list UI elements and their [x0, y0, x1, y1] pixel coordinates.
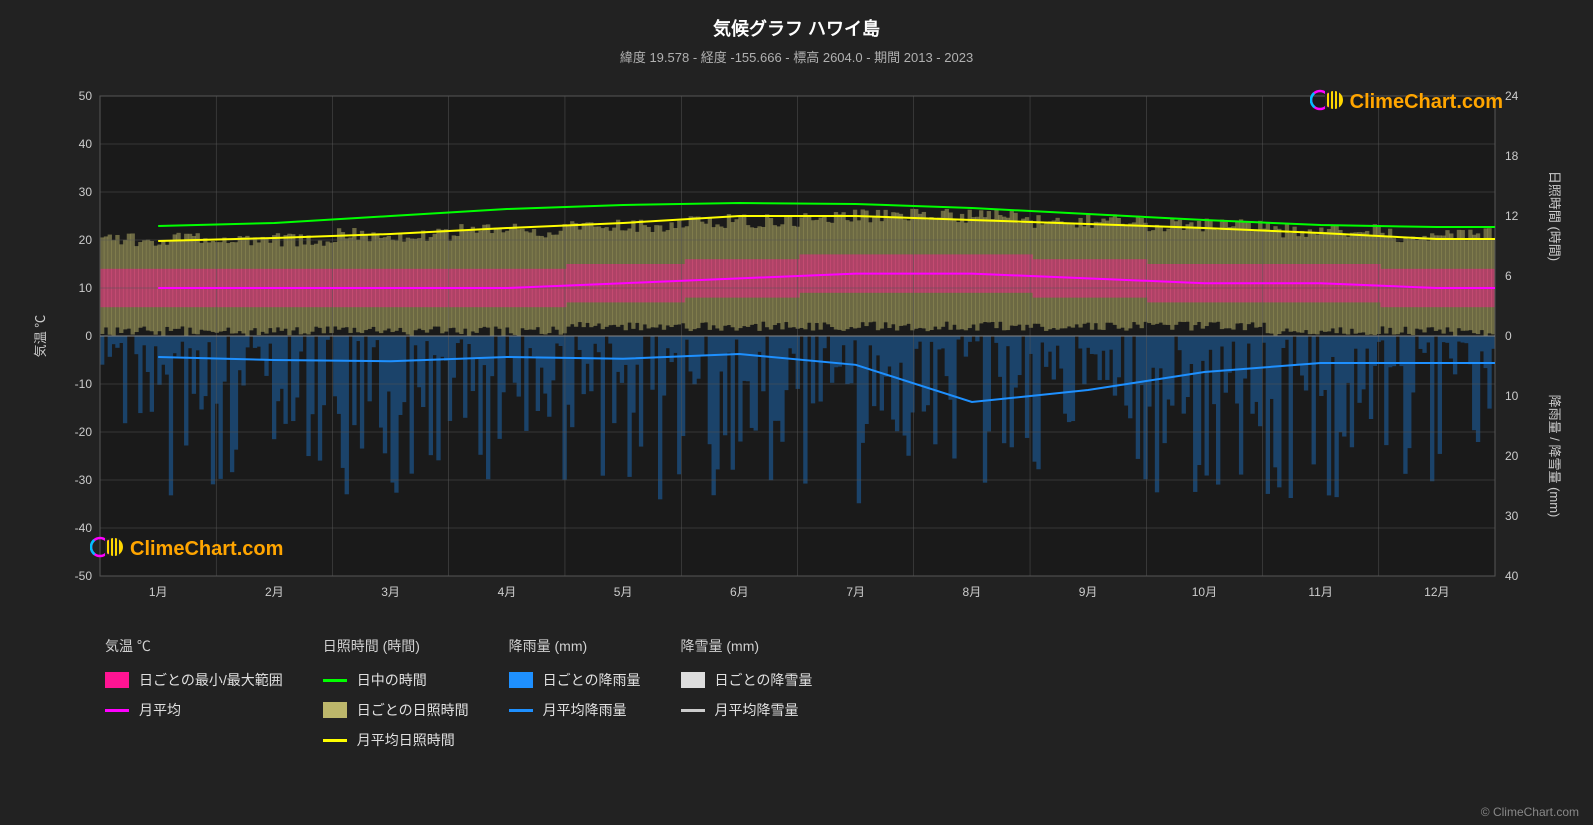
svg-text:12: 12	[1505, 209, 1519, 223]
svg-text:20: 20	[1505, 449, 1519, 463]
legend-label: 月平均降雪量	[715, 700, 799, 720]
chart-area: 50 40 30 20 10 0 -10 -20 -30 -40 -50 24 18 12 6 0 10 20 30…	[20, 76, 1573, 616]
legend-item: 月平均降雨量	[509, 700, 641, 720]
svg-text:3月: 3月	[381, 585, 400, 599]
svg-text:-40: -40	[75, 521, 93, 535]
svg-text:-20: -20	[75, 425, 93, 439]
chart-subtitle: 緯度 19.578 - 経度 -155.666 - 標高 2604.0 - 期間…	[20, 47, 1573, 66]
legend-swatch	[681, 709, 705, 712]
svg-text:-30: -30	[75, 473, 93, 487]
svg-text:30: 30	[1505, 509, 1519, 523]
legend-item: 日ごとの日照時間	[323, 700, 469, 720]
svg-text:40: 40	[79, 137, 93, 151]
svg-text:11月: 11月	[1308, 585, 1332, 599]
svg-text:9月: 9月	[1079, 585, 1098, 599]
svg-text:7月: 7月	[846, 585, 865, 599]
legend-label: 月平均降雨量	[543, 700, 627, 720]
svg-text:気温 ℃: 気温 ℃	[33, 315, 48, 358]
svg-text:30: 30	[79, 185, 93, 199]
legend: 気温 ℃ 日ごとの最小/最大範囲月平均 日照時間 (時間) 日中の時間日ごとの日照時間…	[105, 636, 1573, 760]
climate-chart-svg: 50 40 30 20 10 0 -10 -20 -30 -40 -50 24 18 12 6 0 10 20 30…	[20, 76, 1573, 616]
legend-column: 降雪量 (mm) 日ごとの降雪量月平均降雪量	[681, 636, 813, 760]
legend-item: 月平均	[105, 700, 283, 720]
svg-text:0: 0	[85, 329, 92, 343]
svg-text:日照時間 (時間): 日照時間 (時間)	[1547, 171, 1562, 261]
legend-label: 日ごとの降雪量	[715, 670, 813, 690]
attribution-text: © ClimeChart.com	[1481, 805, 1579, 819]
legend-label: 日ごとの降雨量	[543, 670, 641, 690]
svg-text:10月: 10月	[1192, 585, 1217, 599]
legend-label: 日中の時間	[357, 670, 427, 690]
svg-text:20: 20	[79, 233, 93, 247]
svg-text:40: 40	[1505, 569, 1519, 583]
legend-swatch	[509, 709, 533, 712]
svg-text:-10: -10	[75, 377, 93, 391]
legend-column: 降雨量 (mm) 日ごとの降雨量月平均降雨量	[509, 636, 641, 760]
legend-column: 気温 ℃ 日ごとの最小/最大範囲月平均	[105, 636, 283, 760]
svg-text:50: 50	[79, 89, 93, 103]
svg-text:1月: 1月	[149, 585, 168, 599]
legend-item: 日ごとの最小/最大範囲	[105, 670, 283, 690]
legend-swatch	[681, 672, 705, 688]
legend-header: 降雪量 (mm)	[681, 636, 813, 656]
legend-swatch	[323, 702, 347, 718]
legend-swatch	[509, 672, 533, 688]
svg-text:-50: -50	[75, 569, 93, 583]
svg-text:10: 10	[1505, 389, 1519, 403]
legend-label: 日ごとの日照時間	[357, 700, 469, 720]
legend-label: 月平均	[139, 700, 181, 720]
svg-text:6月: 6月	[730, 585, 749, 599]
legend-label: 日ごとの最小/最大範囲	[139, 670, 283, 690]
svg-text:8月: 8月	[963, 585, 982, 599]
legend-label: 月平均日照時間	[357, 730, 455, 750]
legend-swatch	[323, 679, 347, 682]
legend-swatch	[323, 739, 347, 742]
legend-header: 日照時間 (時間)	[323, 636, 469, 656]
svg-text:0: 0	[1505, 329, 1512, 343]
legend-header: 気温 ℃	[105, 636, 283, 656]
legend-item: 日ごとの降雪量	[681, 670, 813, 690]
svg-text:6: 6	[1505, 269, 1512, 283]
legend-item: 月平均日照時間	[323, 730, 469, 750]
legend-item: 月平均降雪量	[681, 700, 813, 720]
svg-text:5月: 5月	[614, 585, 633, 599]
svg-text:10: 10	[79, 281, 93, 295]
legend-item: 日中の時間	[323, 670, 469, 690]
svg-text:18: 18	[1505, 149, 1519, 163]
legend-swatch	[105, 672, 129, 688]
svg-text:12月: 12月	[1424, 585, 1449, 599]
chart-title: 気候グラフ ハワイ島	[20, 15, 1573, 41]
svg-text:2月: 2月	[265, 585, 284, 599]
svg-text:4月: 4月	[498, 585, 517, 599]
legend-item: 日ごとの降雨量	[509, 670, 641, 690]
svg-text:降雨量 / 降雪量 (mm): 降雨量 / 降雪量 (mm)	[1547, 395, 1562, 518]
legend-swatch	[105, 709, 129, 712]
svg-text:24: 24	[1505, 89, 1519, 103]
legend-column: 日照時間 (時間) 日中の時間日ごとの日照時間月平均日照時間	[323, 636, 469, 760]
legend-header: 降雨量 (mm)	[509, 636, 641, 656]
